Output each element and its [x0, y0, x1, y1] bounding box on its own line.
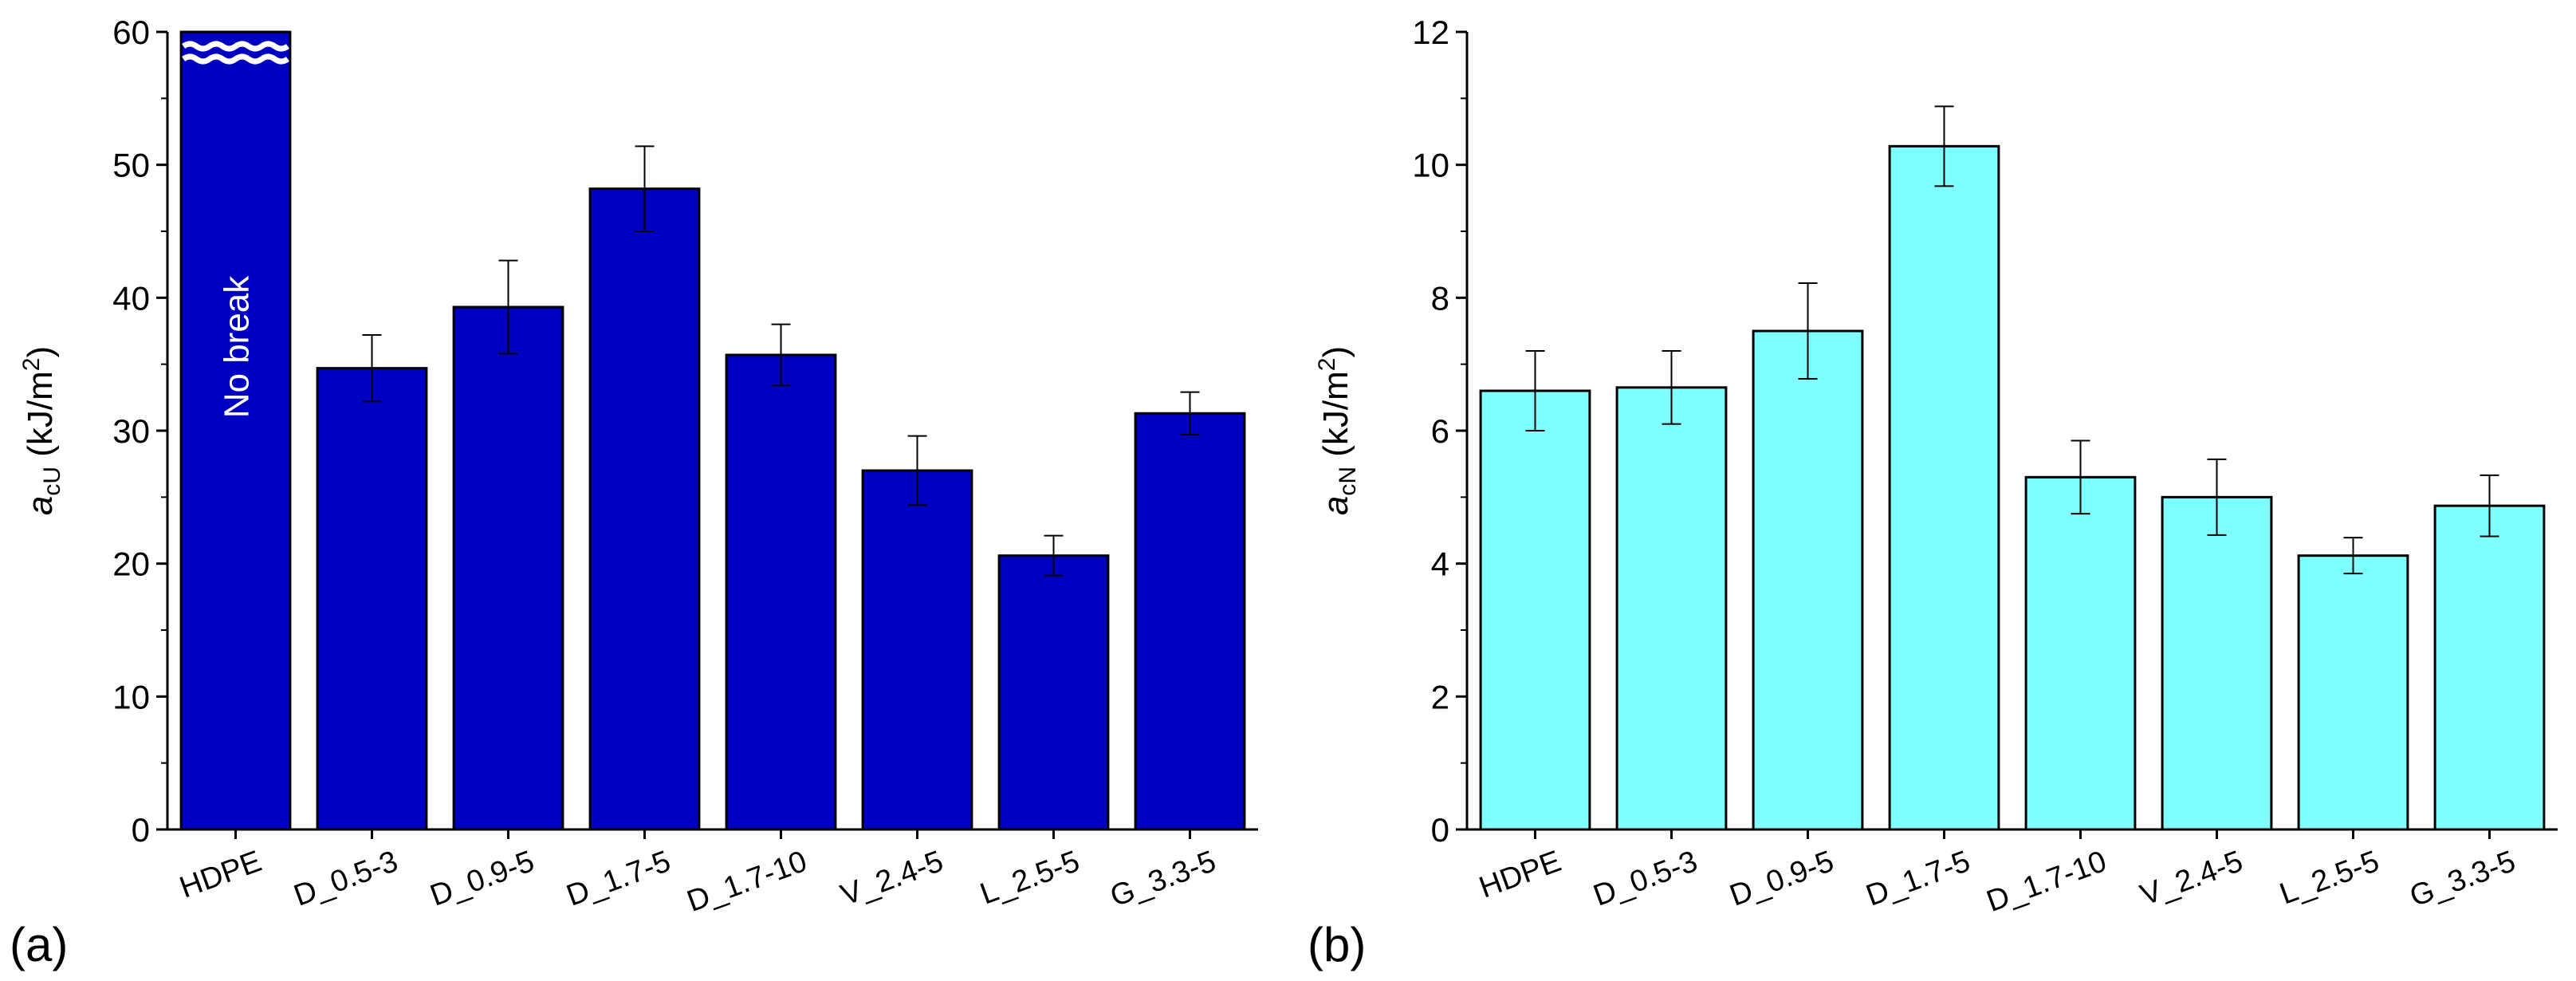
- error-bar-D_0.5-3: [1662, 350, 1681, 425]
- y-tick-label: 20: [112, 546, 150, 583]
- bar-D_1.7-5: [588, 187, 701, 831]
- panel-label: (b): [1308, 918, 1366, 971]
- y-tick-label: 8: [1431, 279, 1449, 317]
- error-bar-D_1.7-5: [635, 145, 655, 232]
- y-axis-title-superscript: 2: [1314, 358, 1340, 372]
- x-tick-label-HDPE: HDPE: [1475, 845, 1566, 905]
- error-bar-G_3.3-5: [2480, 474, 2499, 538]
- x-tick-label-D_0.9-5: D_0.9-5: [426, 845, 538, 913]
- x-tick-label-L_2.5-5: L_2.5-5: [976, 845, 1083, 912]
- x-tick-label-HDPE: HDPE: [175, 845, 266, 905]
- y-tick-label: 40: [112, 279, 150, 317]
- y-axis-title-unit-end: ): [1316, 346, 1355, 358]
- error-bar-D_0.9-5: [1798, 282, 1818, 380]
- error-bar-D_0.9-5: [498, 259, 518, 355]
- x-tick-label-G_3.3-5: G_3.3-5: [2405, 845, 2519, 913]
- error-bar-L_2.5-5: [2343, 537, 2363, 575]
- break-wave-1: [182, 41, 289, 52]
- x-tick-label-D_0.5-3: D_0.5-3: [1589, 845, 1701, 913]
- bar-D_0.9-5: [1752, 329, 1864, 831]
- bar-G_3.3-5: [1134, 412, 1246, 831]
- bar-D_1.7-5: [1888, 144, 2000, 831]
- bar-D_0.5-3: [1615, 386, 1728, 831]
- error-bar-HDPE: [1525, 350, 1545, 431]
- x-tick-label-D_0.9-5: D_0.9-5: [1725, 845, 1838, 913]
- x-tick-label-D_1.7-5: D_1.7-5: [562, 845, 674, 913]
- y-axis-title-unit-end: ): [21, 346, 60, 358]
- bar-D_0.5-3: [316, 367, 428, 831]
- y-tick-label: 60: [112, 14, 150, 51]
- no-break-symbol: [182, 41, 289, 65]
- y-axis-title-subscript: cU: [39, 467, 65, 496]
- bar-L_2.5-5: [2297, 554, 2409, 831]
- error-bar-V_2.4-5: [907, 435, 927, 506]
- y-axis-title: acU (kJ/m2): [18, 346, 65, 515]
- y-axis-title-superscript: 2: [18, 358, 45, 372]
- error-bar-D_1.7-10: [2071, 439, 2090, 515]
- y-tick-label: 30: [112, 412, 150, 450]
- panel-b: 0 2 4 6 8 10 12 HDPE D_0.5-3 D_0.9-5 D_1.7-5 D_1.7-…: [1308, 14, 2558, 971]
- panel-a: No break 0 10 20 30 40 50 60 HDPE D_0.5-3 D_0.9-5 D…: [10, 14, 1258, 971]
- bar-HDPE: [1479, 389, 1591, 831]
- panel-label: (a): [10, 918, 68, 971]
- no-break-label: No break: [218, 275, 257, 419]
- y-tick-label: 50: [112, 147, 150, 184]
- bar-V_2.4-5: [2161, 495, 2273, 831]
- x-tick-label-D_0.5-3: D_0.5-3: [289, 845, 402, 913]
- error-bar-G_3.3-5: [1180, 391, 1200, 435]
- bar-G_3.3-5: [2433, 504, 2546, 831]
- break-wave-2: [182, 53, 289, 65]
- x-tick-label-D_1.7-10: D_1.7-10: [1982, 845, 2110, 919]
- x-tick-label-D_1.7-5: D_1.7-5: [1862, 845, 1974, 913]
- error-bar-V_2.4-5: [2207, 458, 2227, 536]
- y-tick-label: 0: [1431, 811, 1449, 849]
- x-tick-label-L_2.5-5: L_2.5-5: [2275, 845, 2383, 912]
- bar-D_1.7-10: [725, 353, 837, 831]
- y-tick-label: 4: [1431, 546, 1449, 583]
- y-tick-label: 10: [1412, 147, 1449, 184]
- y-axis-title-unit: (kJ/m: [1316, 371, 1355, 467]
- y-axis-title-unit: (kJ/m: [21, 371, 60, 467]
- y-tick-label: 10: [112, 678, 150, 715]
- y-tick-label: 2: [1431, 678, 1449, 715]
- y-axis-title: acN (kJ/m2): [1314, 346, 1361, 515]
- x-tick-label-V_2.4-5: V_2.4-5: [836, 845, 947, 912]
- y-axis-title-symbol: a: [21, 496, 60, 515]
- x-tick-label-V_2.4-5: V_2.4-5: [2136, 845, 2247, 912]
- bar-V_2.4-5: [861, 469, 973, 831]
- error-bar-D_1.7-10: [771, 323, 791, 387]
- bar-HDPE: [179, 30, 292, 831]
- y-tick-label: 6: [1431, 412, 1449, 450]
- bar-D_0.9-5: [452, 305, 564, 831]
- error-bar-D_1.7-5: [1934, 105, 1954, 187]
- bar-L_2.5-5: [997, 554, 1110, 831]
- bar-D_1.7-10: [2024, 475, 2137, 831]
- y-axis-title-subscript: cN: [1335, 467, 1361, 496]
- x-tick-label-G_3.3-5: G_3.3-5: [1106, 845, 1220, 913]
- x-tick-label-D_1.7-10: D_1.7-10: [682, 845, 811, 919]
- y-tick-label: 12: [1412, 14, 1449, 51]
- error-bar-D_0.5-3: [362, 334, 382, 403]
- y-axis-title-symbol: a: [1316, 496, 1355, 515]
- y-tick-label: 0: [132, 811, 150, 849]
- error-bar-L_2.5-5: [1044, 534, 1064, 577]
